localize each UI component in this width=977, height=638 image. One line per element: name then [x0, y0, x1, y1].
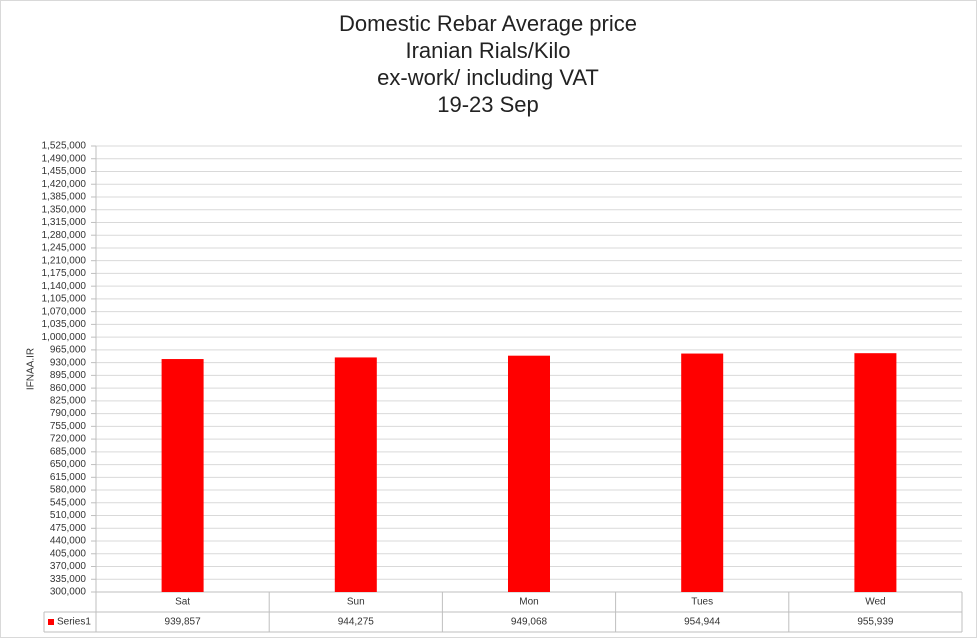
y-tick-label: 370,000: [50, 561, 87, 572]
y-tick-label: 1,385,000: [42, 192, 87, 203]
y-tick-label: 720,000: [50, 434, 87, 445]
y-tick-label: 545,000: [50, 497, 87, 508]
value-label: 944,275: [338, 617, 375, 628]
chart-title: 19-23 Sep: [437, 92, 539, 117]
x-tick-label: Wed: [865, 597, 885, 608]
chart-title: Iranian Rials/Kilo: [405, 38, 570, 63]
y-axis-label: IFNAA.IR: [26, 348, 37, 390]
bar: [334, 357, 377, 592]
bar: [508, 355, 550, 592]
y-tick-label: 300,000: [50, 587, 87, 598]
y-tick-label: 965,000: [50, 345, 87, 356]
y-tick-label: 405,000: [50, 548, 87, 559]
y-tick-label: 790,000: [50, 408, 87, 419]
y-tick-label: 1,280,000: [42, 230, 87, 241]
bar: [161, 359, 204, 592]
x-tick-label: Sat: [175, 597, 190, 608]
y-tick-label: 475,000: [50, 523, 87, 534]
y-tick-label: 860,000: [50, 383, 87, 394]
y-tick-label: 615,000: [50, 472, 87, 483]
legend-key: [48, 619, 54, 625]
legend-label: Series1: [57, 617, 91, 628]
value-label: 954,944: [684, 617, 721, 628]
y-tick-label: 685,000: [50, 446, 87, 457]
y-tick-label: 1,175,000: [42, 268, 87, 279]
y-tick-label: 1,350,000: [42, 204, 87, 215]
y-tick-label: 755,000: [50, 421, 87, 432]
y-tick-label: 1,315,000: [42, 217, 87, 228]
y-tick-label: 1,245,000: [42, 243, 87, 254]
y-tick-label: 1,490,000: [42, 153, 87, 164]
y-tick-label: 930,000: [50, 357, 87, 368]
chart-title: Domestic Rebar Average price: [339, 11, 637, 36]
bar: [681, 353, 724, 592]
y-tick-label: 1,525,000: [42, 141, 87, 152]
y-tick-label: 650,000: [50, 459, 87, 470]
value-label: 939,857: [165, 617, 202, 628]
bar: [854, 353, 897, 592]
y-tick-label: 335,000: [50, 574, 87, 585]
y-tick-label: 1,070,000: [42, 306, 87, 317]
y-tick-label: 1,000,000: [42, 332, 87, 343]
value-label: 955,939: [857, 617, 894, 628]
x-tick-label: Tues: [691, 597, 713, 608]
y-tick-label: 1,420,000: [42, 179, 87, 190]
y-tick-label: 1,035,000: [42, 319, 87, 330]
chart-title: ex-work/ including VAT: [377, 65, 599, 90]
y-tick-label: 510,000: [50, 510, 87, 521]
y-tick-label: 440,000: [50, 536, 87, 547]
y-tick-label: 580,000: [50, 485, 87, 496]
y-tick-label: 1,210,000: [42, 255, 87, 266]
value-label: 949,068: [511, 617, 548, 628]
x-tick-label: Sun: [347, 597, 365, 608]
y-tick-label: 1,140,000: [42, 281, 87, 292]
y-tick-label: 825,000: [50, 395, 87, 406]
y-tick-label: 1,105,000: [42, 294, 87, 305]
y-tick-label: 1,455,000: [42, 166, 87, 177]
y-tick-label: 895,000: [50, 370, 87, 381]
x-tick-label: Mon: [519, 597, 538, 608]
